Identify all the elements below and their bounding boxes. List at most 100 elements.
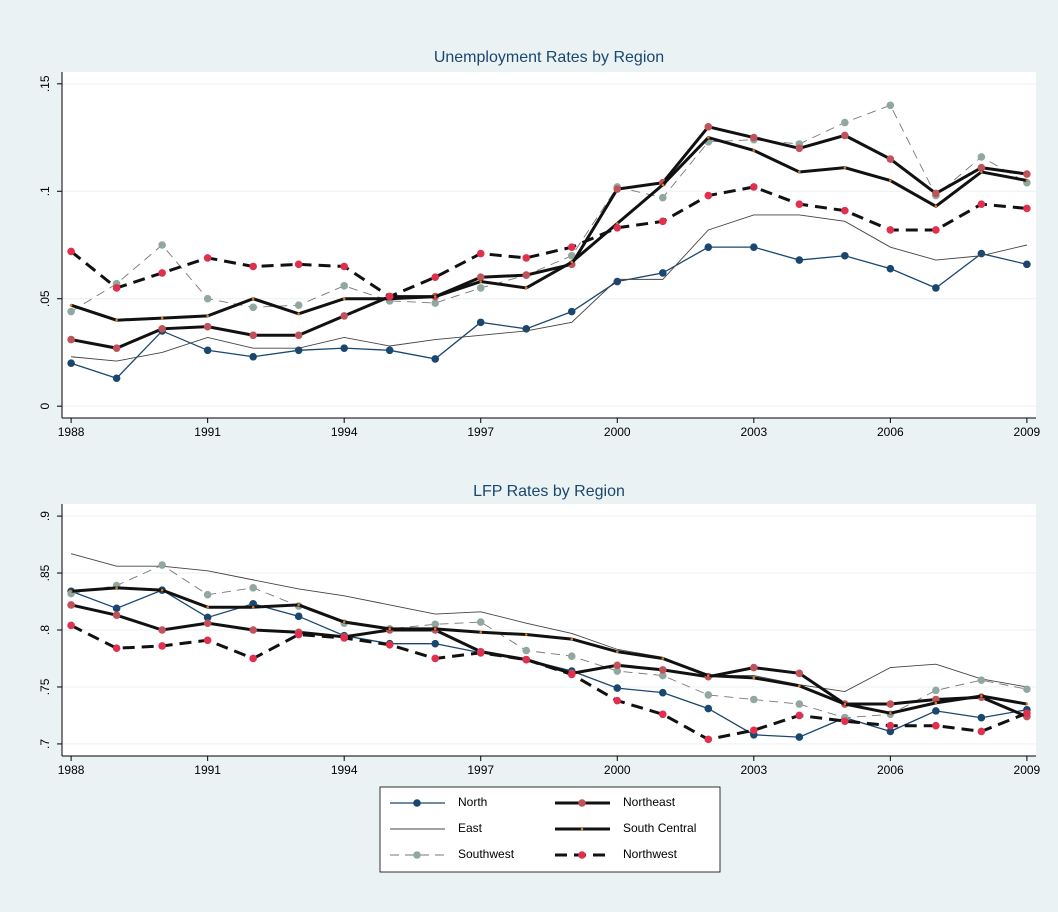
data-point: [67, 621, 75, 630]
series-line: [70, 553, 1027, 692]
data-point: [932, 707, 940, 715]
data-point: [524, 633, 528, 636]
data-point: [294, 260, 303, 269]
data-point: [160, 588, 164, 592]
legend-label: South Central: [623, 821, 696, 835]
data-point: [932, 226, 940, 234]
data-point: [658, 193, 667, 202]
data-point: [750, 663, 758, 672]
y-tick-label: .05: [38, 290, 52, 307]
data-point: [476, 284, 485, 292]
data-point: [522, 254, 531, 262]
data-point: [294, 301, 303, 309]
data-point: [69, 589, 73, 593]
data-point: [249, 584, 257, 592]
x-tick-label: 1997: [467, 425, 494, 439]
data-point: [431, 299, 440, 307]
data-point: [750, 133, 758, 142]
data-point: [67, 307, 75, 316]
data-point: [158, 626, 166, 634]
legend: [379, 786, 721, 873]
data-point: [704, 191, 713, 200]
data-point: [431, 620, 440, 629]
data-point: [886, 700, 895, 708]
data-point: [1023, 204, 1031, 213]
data-point: [750, 183, 758, 191]
legend-label: Southwest: [458, 847, 515, 861]
data-point: [570, 637, 574, 641]
x-tick-label: 2003: [740, 425, 767, 439]
data-point: [934, 205, 938, 208]
data-point: [843, 166, 847, 169]
data-point: [158, 561, 166, 569]
data-point: [294, 612, 303, 621]
legend-marker: [413, 851, 421, 859]
data-point: [661, 183, 665, 187]
data-point: [297, 603, 300, 607]
x-tick-label: 1991: [194, 763, 221, 777]
data-point: [567, 307, 576, 316]
data-point: [388, 627, 392, 631]
data-point: [112, 284, 121, 292]
data-point: [340, 344, 348, 352]
y-tick-label: .85: [38, 564, 52, 581]
data-point: [340, 262, 348, 271]
data-point: [297, 312, 300, 316]
legend-marker: [578, 851, 586, 859]
data-point: [798, 170, 801, 174]
data-point: [69, 303, 73, 307]
data-point: [1023, 685, 1031, 694]
data-point: [567, 670, 576, 679]
data-point: [980, 694, 983, 698]
data-point: [798, 684, 801, 688]
data-point: [476, 273, 485, 282]
data-point: [340, 282, 348, 290]
data-point: [160, 316, 164, 320]
data-point: [841, 717, 849, 725]
data-point: [476, 618, 485, 626]
data-point: [479, 280, 483, 283]
legend-label: Northeast: [623, 795, 676, 809]
data-point: [203, 294, 212, 303]
data-point: [934, 701, 938, 705]
x-tick-label: 1997: [467, 763, 494, 777]
data-point: [479, 630, 483, 634]
series-line: [70, 185, 1028, 299]
data-point: [750, 695, 758, 704]
data-point: [795, 256, 804, 264]
data-point: [251, 297, 255, 301]
legend-marker: [578, 799, 586, 807]
data-point: [476, 648, 485, 657]
data-point: [750, 726, 758, 735]
data-point: [431, 654, 440, 663]
data-point: [206, 314, 209, 318]
data-point: [522, 655, 531, 664]
data-point: [886, 155, 895, 163]
data-point: [932, 686, 940, 695]
data-point: [706, 674, 710, 677]
chart-title: LFP Rates by Region: [473, 483, 625, 500]
data-point: [841, 131, 849, 140]
data-point: [112, 611, 121, 619]
data-point: [1023, 170, 1031, 178]
data-point: [843, 702, 847, 706]
data-point: [1023, 260, 1031, 269]
series-line: [70, 135, 1028, 322]
x-tick-label: 1988: [58, 763, 85, 777]
y-tick-label: .75: [38, 678, 52, 695]
data-point: [294, 630, 303, 639]
data-point: [658, 217, 667, 226]
y-tick-label: .1: [38, 186, 52, 196]
data-point: [977, 713, 986, 722]
data-point: [340, 312, 348, 320]
x-tick-label: 2000: [604, 763, 631, 777]
data-point: [385, 292, 394, 301]
data-point: [206, 605, 209, 609]
legend-label: East: [458, 821, 483, 835]
data-point: [932, 189, 940, 198]
x-tick-label: 2006: [877, 425, 904, 439]
data-point: [752, 149, 756, 152]
data-point: [886, 721, 895, 730]
data-point: [342, 297, 346, 301]
